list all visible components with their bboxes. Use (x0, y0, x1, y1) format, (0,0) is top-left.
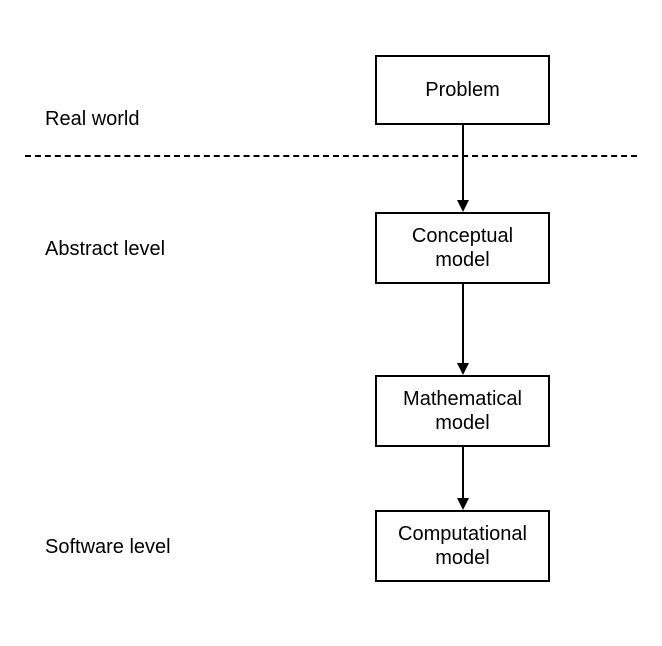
node-conceptual: Conceptualmodel (375, 212, 550, 284)
level-label-software: Software level (45, 536, 171, 559)
flowchart-canvas: Real world Abstract level Software level… (0, 0, 662, 646)
node-problem-label: Problem (425, 78, 499, 102)
node-mathematical-label: Mathematicalmodel (403, 387, 522, 435)
level-label-real-world: Real world (45, 108, 139, 131)
node-conceptual-label: Conceptualmodel (412, 224, 513, 272)
node-mathematical: Mathematicalmodel (375, 375, 550, 447)
arrowhead-icon (457, 498, 469, 510)
edge-mathematical-computational (462, 447, 464, 500)
level-label-abstract: Abstract level (45, 238, 165, 261)
node-computational-label: Computationalmodel (398, 522, 527, 570)
arrowhead-icon (457, 200, 469, 212)
divider-dashed (25, 155, 637, 157)
node-computational: Computationalmodel (375, 510, 550, 582)
edge-conceptual-mathematical (462, 284, 464, 365)
edge-problem-conceptual (462, 125, 464, 202)
node-problem: Problem (375, 55, 550, 125)
arrowhead-icon (457, 363, 469, 375)
